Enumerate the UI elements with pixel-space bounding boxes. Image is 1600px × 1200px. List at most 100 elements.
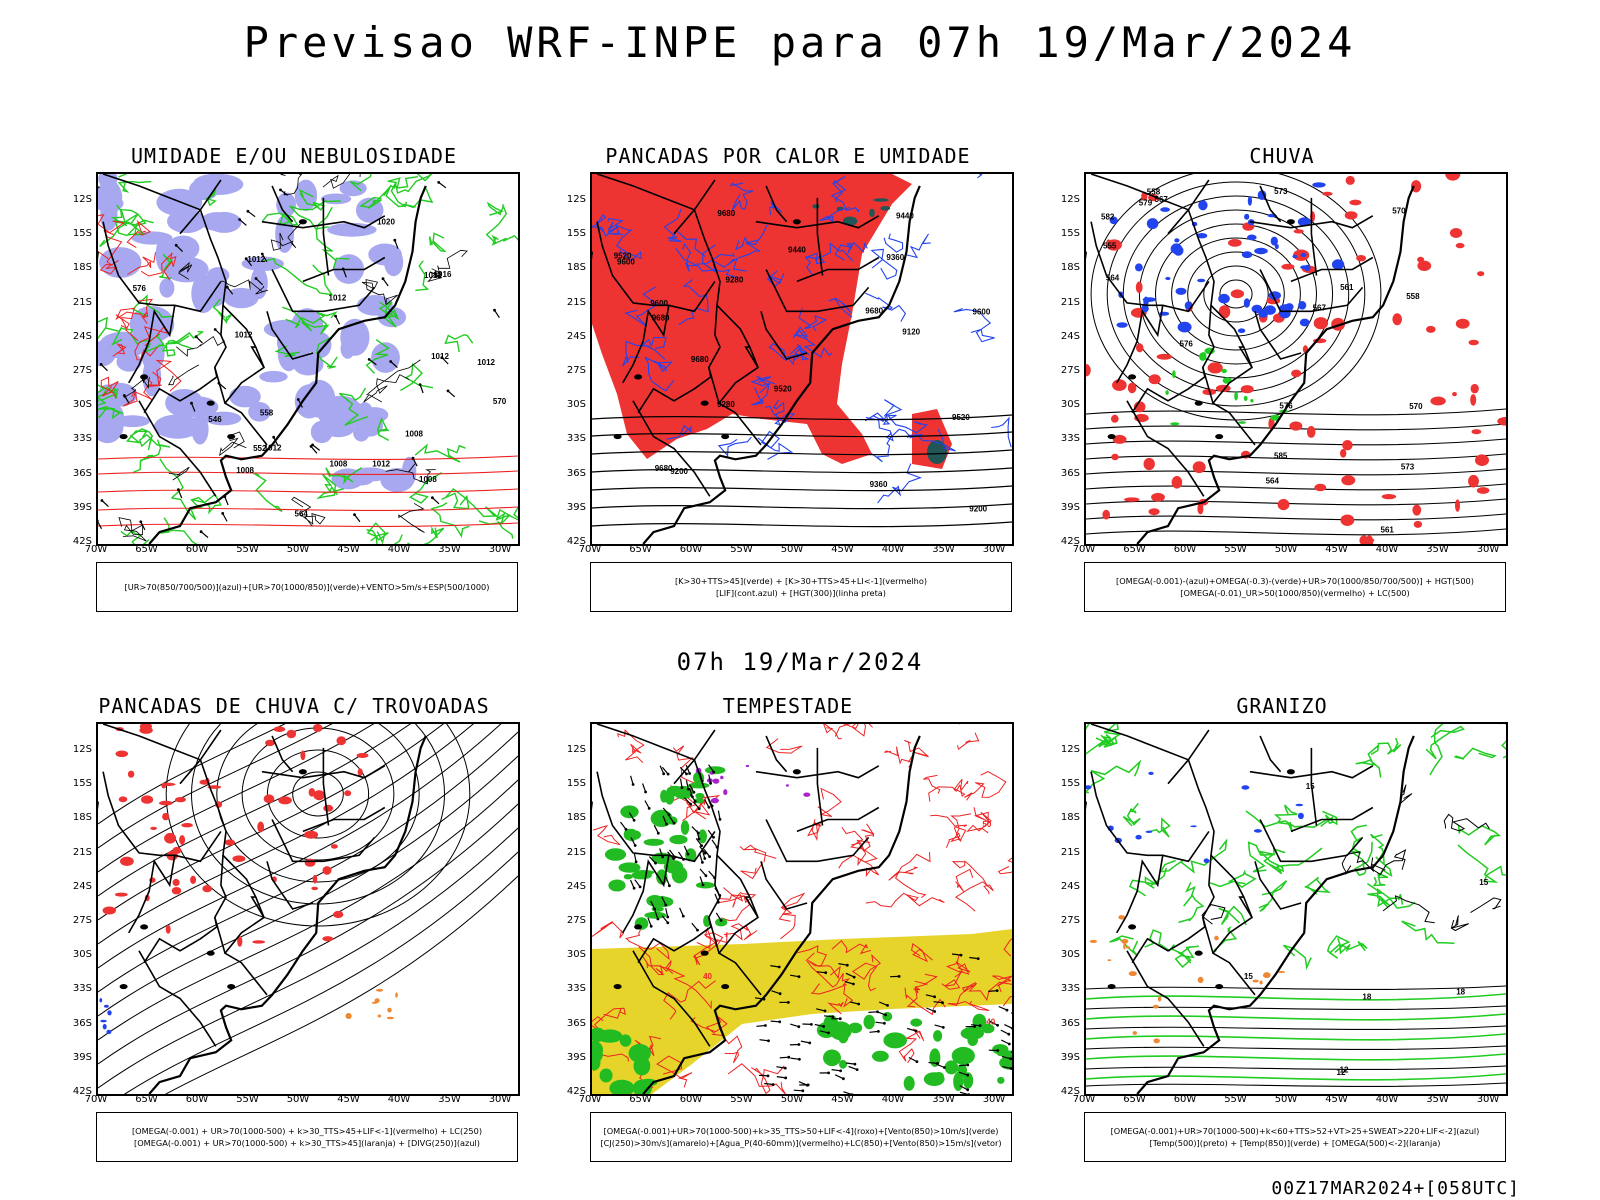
thunderstorm-fill — [237, 936, 243, 947]
temp-850-contour — [1429, 724, 1444, 776]
thickness-contour — [98, 455, 518, 461]
temp-850-contour — [1425, 725, 1465, 760]
temp-850-contour — [1086, 993, 1506, 1001]
longitude-label: 60W — [1173, 544, 1197, 555]
convection-fill — [377, 1014, 382, 1018]
storm-fill — [723, 789, 728, 796]
rain-fill — [1471, 429, 1482, 435]
omega-fill — [1279, 308, 1291, 319]
lifted-index-contour — [733, 239, 761, 272]
longitude-label: 30W — [982, 544, 1006, 555]
rain-fill — [1477, 271, 1485, 277]
wind-vector — [771, 1083, 775, 1086]
wind-vector — [221, 512, 225, 515]
rain-fill — [1197, 503, 1204, 515]
wind-vector — [650, 900, 656, 910]
temp-850-contour — [1258, 847, 1323, 875]
wind-vector — [447, 390, 456, 398]
wind-vector — [790, 1023, 799, 1028]
longitude-label: 65W — [1123, 544, 1146, 555]
longitude-label: 45W — [337, 544, 360, 555]
longitude-label: 70W — [1072, 544, 1096, 555]
wind-vector — [177, 489, 183, 499]
height-contour — [1086, 513, 1506, 521]
latitude-label: 21S — [1060, 296, 1080, 308]
latitude-label: 12S — [72, 194, 92, 205]
political-border — [1090, 771, 1210, 863]
lake-shape — [1128, 374, 1137, 380]
humidity-contour — [359, 186, 391, 209]
wind-850-fill — [666, 789, 683, 796]
rain-fill — [1112, 434, 1127, 444]
humidity-shade — [294, 179, 318, 211]
omega-500-fill — [1128, 971, 1137, 977]
rain-fill — [1475, 454, 1489, 467]
temp-850-contour — [1355, 743, 1382, 778]
wind-vector — [279, 188, 282, 192]
political-border — [1259, 269, 1364, 313]
temp-500-contour — [1443, 813, 1490, 832]
humidity-shade — [355, 197, 384, 223]
latitude-label: 36S — [566, 1017, 586, 1029]
precipitable-water-contour — [592, 1007, 627, 1032]
precipitable-water-contour — [810, 983, 854, 1008]
height-contour — [1203, 265, 1269, 323]
political-border — [1254, 311, 1302, 360]
wind-vector — [393, 238, 397, 242]
latitude-label: 30S — [72, 949, 92, 961]
pressure-contour — [398, 502, 425, 533]
wind-vector — [653, 824, 659, 834]
longitude-label: 45W — [831, 544, 854, 555]
wind-vector — [631, 783, 635, 786]
wind-850-fill — [823, 1049, 841, 1067]
wind-vector — [876, 1011, 886, 1016]
lifted-index-contour — [765, 399, 796, 426]
wind-vector — [199, 530, 203, 534]
omega-fill — [1196, 233, 1208, 239]
wind-vector — [381, 277, 385, 281]
storm-fill — [712, 778, 720, 784]
convection-fill — [387, 1007, 392, 1013]
contour-label: 9680 — [717, 209, 735, 218]
wind-vector — [941, 1001, 944, 1005]
pressure-contour — [363, 374, 410, 403]
wind-vector — [943, 1066, 946, 1069]
wind-vector — [703, 849, 711, 857]
streamline — [216, 724, 420, 883]
omega-strong-fill — [1221, 368, 1227, 374]
precipitable-water-contour — [992, 975, 1012, 993]
wind-vector — [225, 285, 229, 289]
thunderstorm-fill — [323, 804, 334, 812]
wind-vector — [226, 286, 234, 295]
lifted-index-contour — [883, 233, 904, 253]
humidity-shade — [229, 385, 261, 408]
wind-vector — [827, 1031, 830, 1035]
pressure-contour — [175, 336, 226, 357]
rain-fill — [1381, 494, 1397, 500]
temp-850-contour — [1174, 945, 1199, 968]
contour-label: 9680 — [652, 314, 670, 323]
omega-fill — [1160, 207, 1170, 212]
wind-vector — [632, 886, 636, 890]
humidity-contour — [98, 406, 124, 420]
wind-vector — [797, 1043, 801, 1046]
lake-shape — [700, 950, 709, 956]
humidity-shade — [191, 414, 209, 445]
political-border — [596, 221, 716, 313]
map-canvas: 40 40 50 — [592, 724, 1012, 1094]
temp-850-contour — [1218, 905, 1247, 926]
rain-fill — [1455, 318, 1470, 329]
convection-fill — [386, 1016, 394, 1020]
wind-vector — [704, 874, 708, 878]
lake-shape — [634, 924, 643, 930]
latitude-label: 27S — [566, 365, 586, 376]
omega-fill — [1270, 236, 1278, 246]
wind-vector — [194, 335, 198, 339]
temp-850-contour — [1209, 869, 1257, 889]
political-border — [128, 305, 176, 384]
precipitable-water-contour — [951, 860, 989, 887]
wind-vector — [831, 1015, 835, 1019]
humidity-contour — [366, 529, 389, 542]
pressure-contour — [279, 174, 303, 196]
wind-vector — [175, 244, 184, 253]
